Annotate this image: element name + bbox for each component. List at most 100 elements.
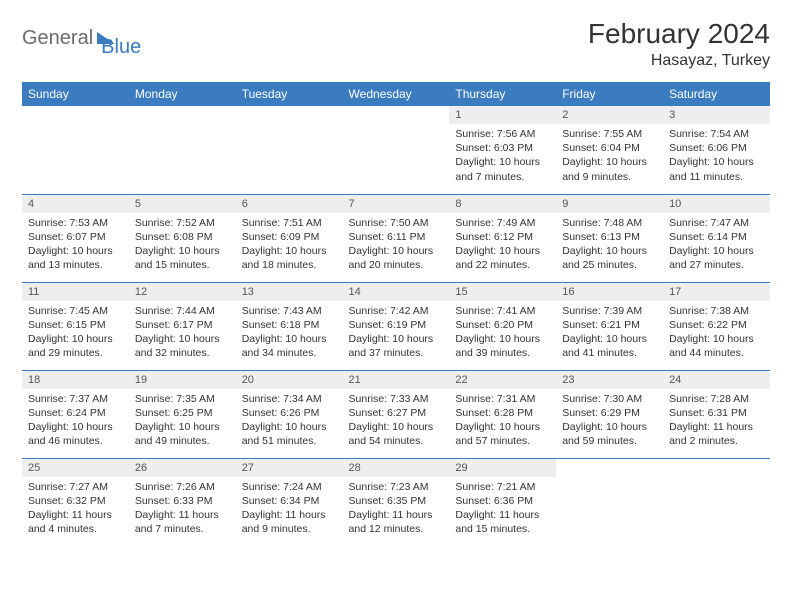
weekday-header: Sunday: [22, 82, 129, 106]
calendar-cell: 2Sunrise: 7:55 AMSunset: 6:04 PMDaylight…: [556, 106, 663, 194]
sunset-text: Sunset: 6:07 PM: [28, 230, 123, 244]
daylight-text-2: and 2 minutes.: [669, 434, 764, 448]
sunset-text: Sunset: 6:04 PM: [562, 141, 657, 155]
daylight-text-2: and 46 minutes.: [28, 434, 123, 448]
day-number: 19: [129, 371, 236, 389]
weekday-header: Wednesday: [343, 82, 450, 106]
sunset-text: Sunset: 6:33 PM: [135, 494, 230, 508]
daylight-text-1: Daylight: 10 hours: [28, 420, 123, 434]
calendar-cell-empty: ..: [556, 458, 663, 546]
sunrise-text: Sunrise: 7:50 AM: [349, 216, 444, 230]
daylight-text-1: Daylight: 11 hours: [455, 508, 550, 522]
day-number: 5: [129, 195, 236, 213]
sunset-text: Sunset: 6:11 PM: [349, 230, 444, 244]
weekday-header-row: SundayMondayTuesdayWednesdayThursdayFrid…: [22, 82, 770, 106]
location: Hasayaz, Turkey: [588, 52, 770, 70]
daylight-text-1: Daylight: 10 hours: [455, 244, 550, 258]
sunrise-text: Sunrise: 7:47 AM: [669, 216, 764, 230]
calendar-cell: 18Sunrise: 7:37 AMSunset: 6:24 PMDayligh…: [22, 370, 129, 458]
sunset-text: Sunset: 6:26 PM: [242, 406, 337, 420]
daylight-text-1: Daylight: 10 hours: [455, 332, 550, 346]
daylight-text-1: Daylight: 10 hours: [669, 155, 764, 169]
sunrise-text: Sunrise: 7:27 AM: [28, 480, 123, 494]
header: General Blue February 2024 Hasayaz, Turk…: [22, 18, 770, 70]
sunrise-text: Sunrise: 7:21 AM: [455, 480, 550, 494]
calendar-cell: 1Sunrise: 7:56 AMSunset: 6:03 PMDaylight…: [449, 106, 556, 194]
daylight-text-1: Daylight: 10 hours: [562, 244, 657, 258]
sunset-text: Sunset: 6:03 PM: [455, 141, 550, 155]
daylight-text-2: and 32 minutes.: [135, 346, 230, 360]
sunrise-text: Sunrise: 7:24 AM: [242, 480, 337, 494]
day-details: Sunrise: 7:52 AMSunset: 6:08 PMDaylight:…: [129, 213, 236, 276]
day-number: 6: [236, 195, 343, 213]
day-details: Sunrise: 7:39 AMSunset: 6:21 PMDaylight:…: [556, 301, 663, 364]
calendar-cell-empty: ..: [22, 106, 129, 194]
day-number: 24: [663, 371, 770, 389]
day-details: Sunrise: 7:55 AMSunset: 6:04 PMDaylight:…: [556, 124, 663, 187]
daylight-text-1: Daylight: 11 hours: [28, 508, 123, 522]
calendar-cell: 21Sunrise: 7:33 AMSunset: 6:27 PMDayligh…: [343, 370, 450, 458]
sunrise-text: Sunrise: 7:31 AM: [455, 392, 550, 406]
sunset-text: Sunset: 6:20 PM: [455, 318, 550, 332]
daylight-text-2: and 9 minutes.: [242, 522, 337, 536]
day-details: Sunrise: 7:50 AMSunset: 6:11 PMDaylight:…: [343, 213, 450, 276]
sunrise-text: Sunrise: 7:30 AM: [562, 392, 657, 406]
sunrise-text: Sunrise: 7:39 AM: [562, 304, 657, 318]
daylight-text-2: and 9 minutes.: [562, 170, 657, 184]
calendar-table: SundayMondayTuesdayWednesdayThursdayFrid…: [22, 82, 770, 546]
sunset-text: Sunset: 6:18 PM: [242, 318, 337, 332]
day-number: 18: [22, 371, 129, 389]
daylight-text-2: and 37 minutes.: [349, 346, 444, 360]
daylight-text-1: Daylight: 10 hours: [28, 244, 123, 258]
calendar-cell: 13Sunrise: 7:43 AMSunset: 6:18 PMDayligh…: [236, 282, 343, 370]
daylight-text-1: Daylight: 11 hours: [349, 508, 444, 522]
daylight-text-1: Daylight: 11 hours: [242, 508, 337, 522]
daylight-text-2: and 34 minutes.: [242, 346, 337, 360]
sunrise-text: Sunrise: 7:23 AM: [349, 480, 444, 494]
sunrise-text: Sunrise: 7:54 AM: [669, 127, 764, 141]
sunrise-text: Sunrise: 7:55 AM: [562, 127, 657, 141]
calendar-cell: 8Sunrise: 7:49 AMSunset: 6:12 PMDaylight…: [449, 194, 556, 282]
day-number: 12: [129, 283, 236, 301]
daylight-text-1: Daylight: 10 hours: [349, 244, 444, 258]
sunrise-text: Sunrise: 7:53 AM: [28, 216, 123, 230]
day-details: Sunrise: 7:28 AMSunset: 6:31 PMDaylight:…: [663, 389, 770, 452]
calendar-cell: 12Sunrise: 7:44 AMSunset: 6:17 PMDayligh…: [129, 282, 236, 370]
day-number: 26: [129, 459, 236, 477]
daylight-text-1: Daylight: 10 hours: [349, 332, 444, 346]
sunset-text: Sunset: 6:06 PM: [669, 141, 764, 155]
day-details: Sunrise: 7:31 AMSunset: 6:28 PMDaylight:…: [449, 389, 556, 452]
sunrise-text: Sunrise: 7:38 AM: [669, 304, 764, 318]
sunset-text: Sunset: 6:24 PM: [28, 406, 123, 420]
daylight-text-2: and 27 minutes.: [669, 258, 764, 272]
sunrise-text: Sunrise: 7:45 AM: [28, 304, 123, 318]
calendar-cell: 19Sunrise: 7:35 AMSunset: 6:25 PMDayligh…: [129, 370, 236, 458]
day-details: Sunrise: 7:42 AMSunset: 6:19 PMDaylight:…: [343, 301, 450, 364]
sunrise-text: Sunrise: 7:28 AM: [669, 392, 764, 406]
sunset-text: Sunset: 6:35 PM: [349, 494, 444, 508]
calendar-week: 25Sunrise: 7:27 AMSunset: 6:32 PMDayligh…: [22, 458, 770, 546]
day-details: Sunrise: 7:44 AMSunset: 6:17 PMDaylight:…: [129, 301, 236, 364]
calendar-cell: 5Sunrise: 7:52 AMSunset: 6:08 PMDaylight…: [129, 194, 236, 282]
day-number: 16: [556, 283, 663, 301]
daylight-text-2: and 7 minutes.: [135, 522, 230, 536]
weekday-header: Thursday: [449, 82, 556, 106]
brand-part1: General: [22, 27, 93, 50]
day-number: 7: [343, 195, 450, 213]
daylight-text-2: and 29 minutes.: [28, 346, 123, 360]
calendar-cell: 17Sunrise: 7:38 AMSunset: 6:22 PMDayligh…: [663, 282, 770, 370]
daylight-text-1: Daylight: 10 hours: [135, 332, 230, 346]
calendar-cell-empty: ..: [129, 106, 236, 194]
weekday-header: Saturday: [663, 82, 770, 106]
weekday-header: Tuesday: [236, 82, 343, 106]
sunrise-text: Sunrise: 7:35 AM: [135, 392, 230, 406]
daylight-text-2: and 54 minutes.: [349, 434, 444, 448]
calendar-cell-empty: ..: [236, 106, 343, 194]
day-number: 17: [663, 283, 770, 301]
daylight-text-1: Daylight: 10 hours: [562, 420, 657, 434]
sunrise-text: Sunrise: 7:33 AM: [349, 392, 444, 406]
calendar-cell: 9Sunrise: 7:48 AMSunset: 6:13 PMDaylight…: [556, 194, 663, 282]
sunset-text: Sunset: 6:15 PM: [28, 318, 123, 332]
sunset-text: Sunset: 6:34 PM: [242, 494, 337, 508]
day-details: Sunrise: 7:47 AMSunset: 6:14 PMDaylight:…: [663, 213, 770, 276]
